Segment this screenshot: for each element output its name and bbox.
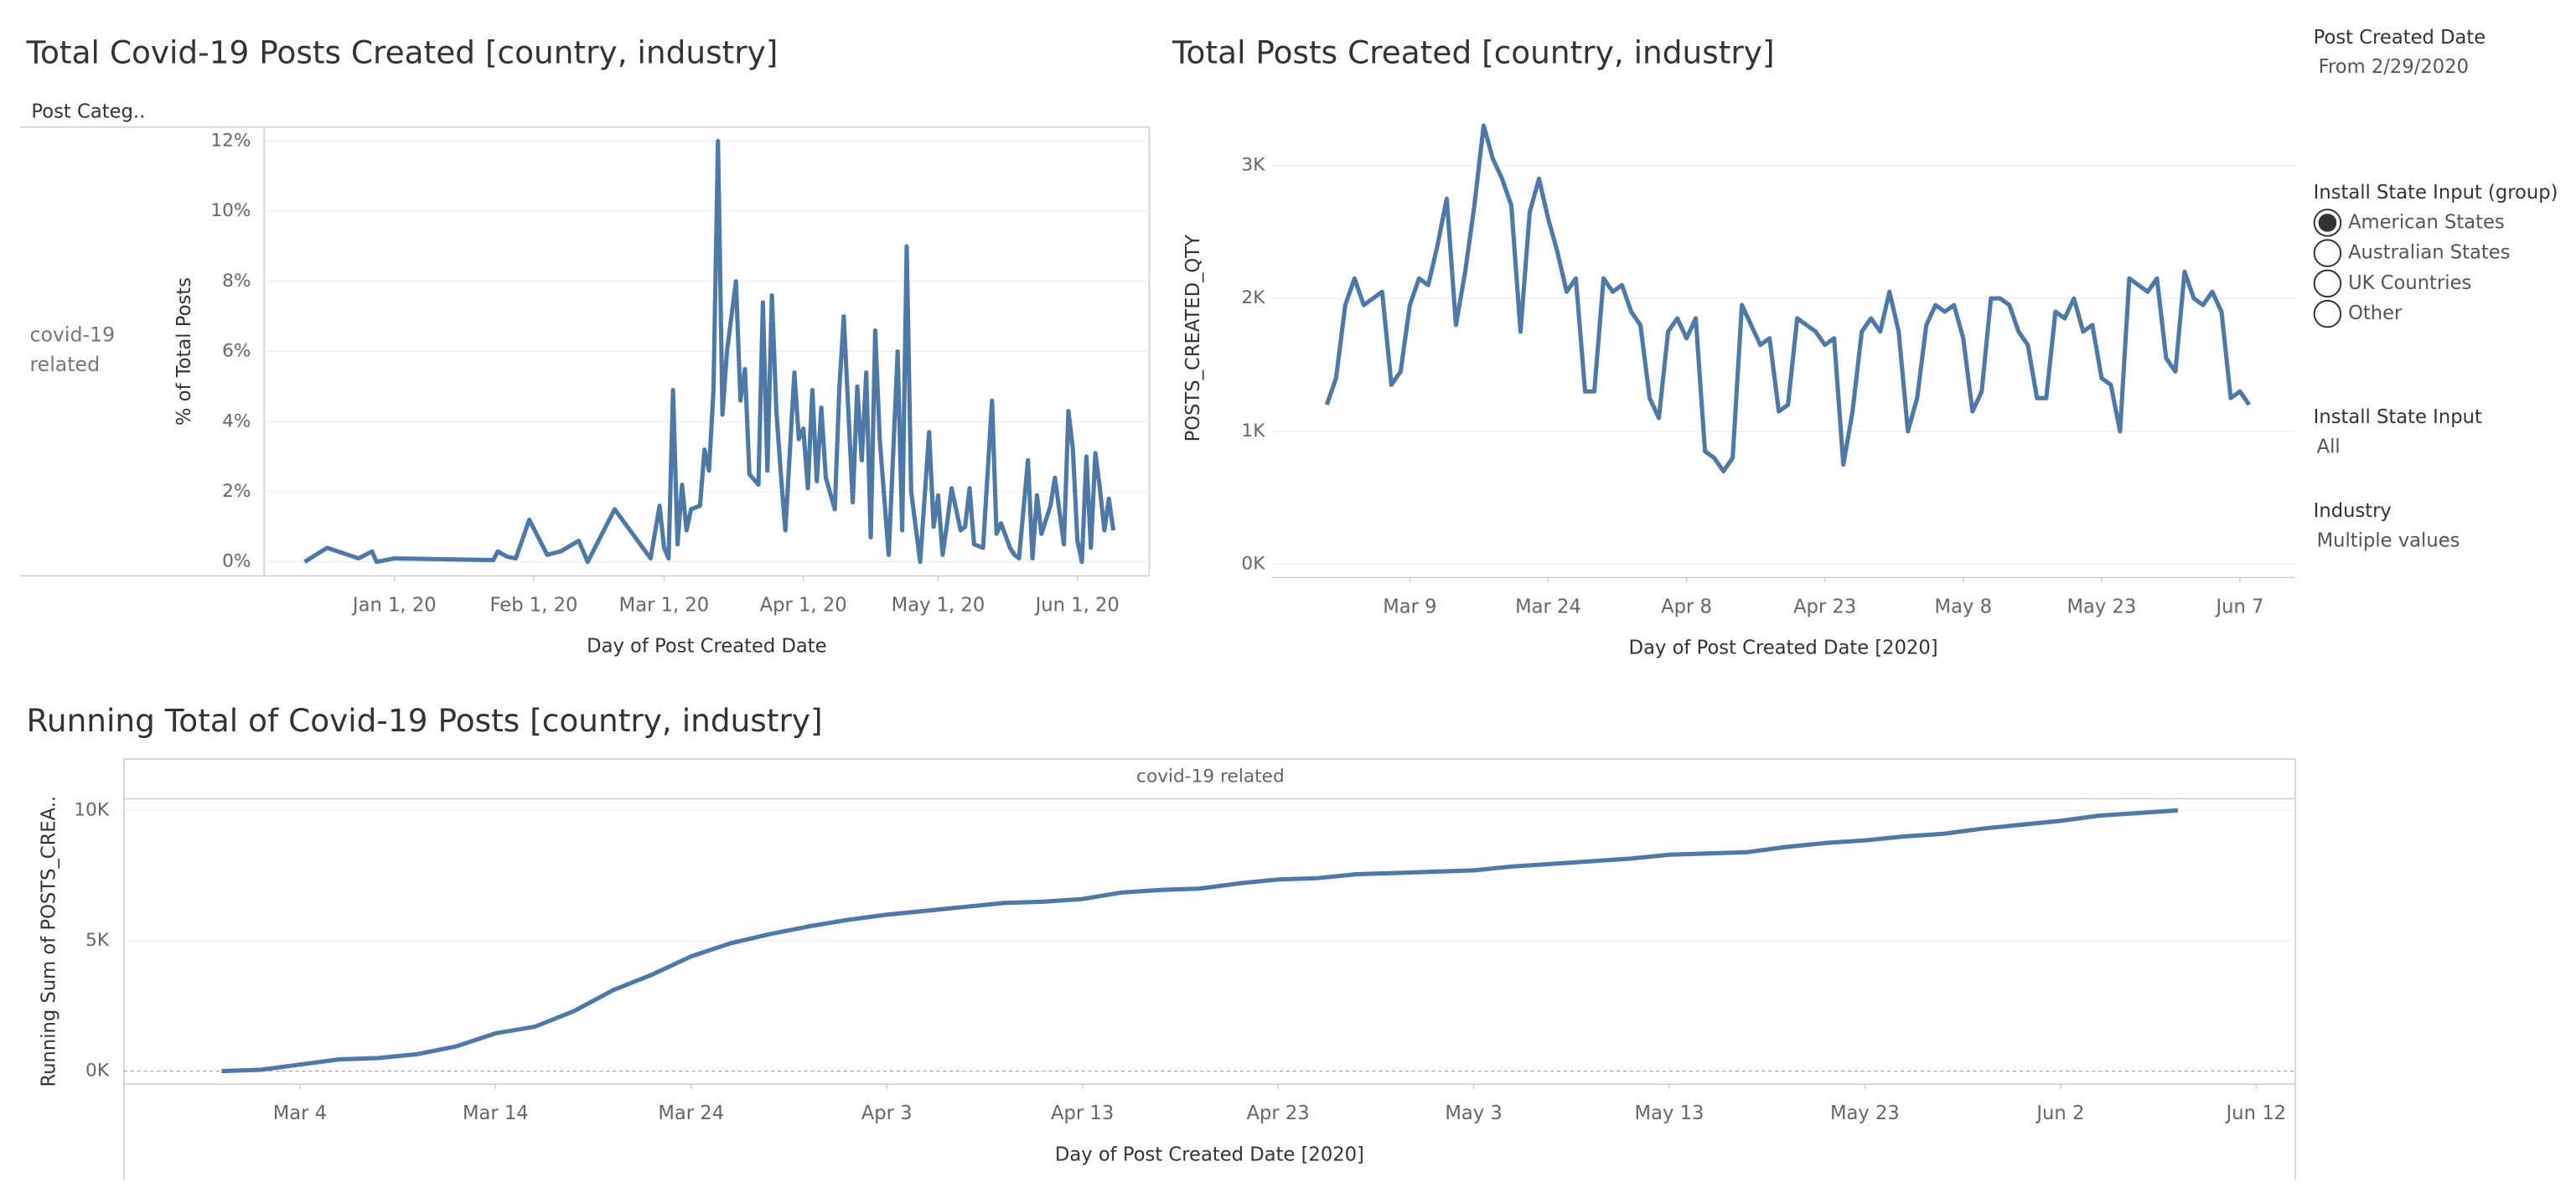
y-tick-label: 2% [222,481,251,502]
x-tick-label: Mar 24 [658,1102,724,1124]
radio-label[interactable]: UK Countries [2348,272,2471,294]
filter-title: Post Created Date [2314,27,2486,49]
radio-button[interactable] [2313,299,2342,328]
row-header-box: covid-19 related [29,323,116,377]
x-tick-label: Apr 13 [1051,1102,1114,1124]
x-tick-label: Apr 23 [1793,596,1856,617]
x-tick-label: May 13 [1635,1102,1704,1124]
x-tick-label: Mar 9 [1383,596,1436,617]
x-tick-label: Jun 7 [2214,596,2263,617]
x-tick-label: May 23 [1830,1102,1900,1124]
radio-label[interactable]: Other [2348,302,2403,324]
radio-label[interactable]: Australian States [2348,242,2510,264]
x-tick-label: May 23 [2066,596,2136,617]
radio-label[interactable]: American States [2348,211,2505,233]
filter-value[interactable]: Multiple values [2317,530,2460,552]
filter-value[interactable]: From 2/29/2020 [2319,56,2469,78]
y-axis-title: Running Sum of POSTS_CREA.. [39,796,60,1087]
y-axis-title: POSTS_CREATED_QTY [1182,235,1204,442]
panel-header: covid-19 related [1136,767,1285,787]
filter-title: Install State Input (group) [2314,182,2558,204]
x-tick-label: Mar 1, 20 [619,594,710,616]
y-tick-label: 0K [85,1061,110,1082]
x-tick-label: Apr 23 [1247,1102,1310,1124]
y-tick-label: 4% [222,411,251,431]
y-tick-label: 6% [222,341,251,362]
radio-button[interactable] [2313,239,2342,267]
y-tick-label: 0K [1241,554,1265,575]
y-tick-label: 2K [1241,287,1265,308]
data-line [1324,123,2252,474]
y-tick-label: 1K [1241,421,1265,442]
filter-title: Install State Input [2314,406,2482,428]
chart-title: Total Covid-19 Posts Created [country, i… [26,34,778,71]
y-axis-title: % of Total Posts [173,277,195,426]
x-tick-label: May 3 [1445,1102,1502,1124]
y-tick-label: 5K [85,930,110,951]
x-tick-label: Apr 3 [861,1102,913,1124]
y-tick-label: 0% [222,551,251,572]
x-tick-label: Mar 24 [1515,596,1581,617]
x-tick-label: Mar 14 [463,1102,529,1124]
x-axis-title: Day of Post Created Date [587,636,826,658]
x-tick-label: Jun 1, 20 [1034,594,1120,616]
radio-button[interactable] [2313,269,2342,298]
data-line [303,138,1116,565]
filter-title: Industry [2314,500,2392,522]
x-tick-label: Jun 12 [2225,1102,2286,1124]
radio-dot [2318,214,2337,232]
chart-title: Running Total of Covid-19 Posts [country… [27,702,823,739]
chart-title: Total Posts Created [country, industry] [1172,34,1775,71]
x-axis-title: Day of Post Created Date [2020] [1629,638,1938,659]
y-tick-label: 8% [222,271,251,292]
row-header: covid-19 related [29,323,116,377]
y-tick-label: 12% [210,130,251,151]
y-tick-label: 3K [1241,155,1265,176]
x-tick-label: Jan 1, 20 [351,594,437,616]
data-line [221,808,2179,1074]
x-tick-label: Mar 4 [273,1102,327,1124]
x-tick-label: Apr 8 [1661,596,1712,617]
y-tick-label: 10% [210,200,251,221]
x-tick-label: Apr 1, 20 [760,594,847,616]
x-tick-label: May 1, 20 [892,594,985,616]
x-tick-label: Jun 2 [2035,1102,2084,1124]
column-header: Post Categ.. [31,101,145,122]
x-tick-label: May 8 [1935,596,1992,617]
x-axis-title: Day of Post Created Date [2020] [1055,1144,1364,1165]
y-tick-label: 10K [74,799,110,820]
filter-value[interactable]: All [2317,436,2341,457]
x-tick-label: Feb 1, 20 [490,594,578,616]
